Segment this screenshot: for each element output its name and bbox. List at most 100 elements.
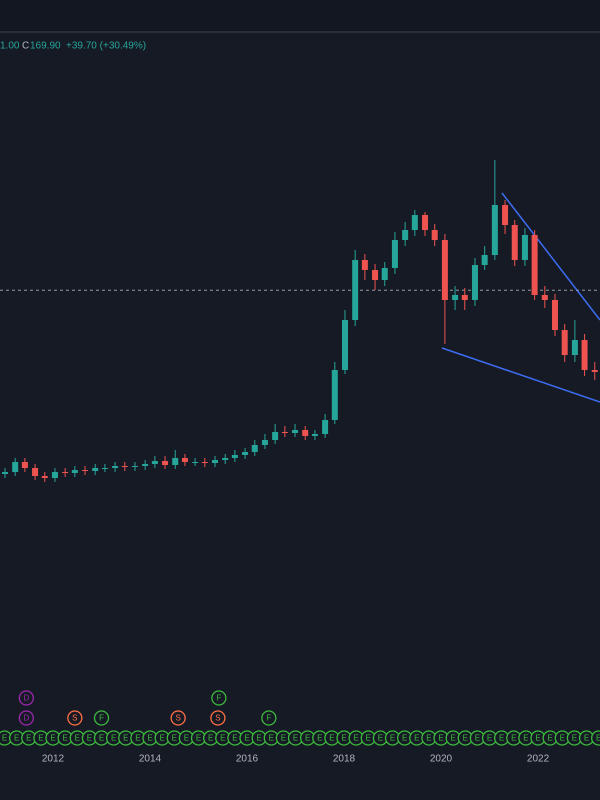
event-label: E [511, 734, 516, 743]
event-marker: S [67, 710, 83, 726]
candle-body [222, 458, 229, 460]
x-tick-label: 2016 [236, 754, 259, 765]
event-label: E [378, 734, 383, 743]
x-tick-label: 2022 [527, 754, 550, 765]
event-marker: E [481, 730, 498, 746]
candle-body [32, 468, 39, 476]
event-circle [67, 710, 83, 726]
candle-body [272, 432, 279, 440]
candle-body [511, 225, 518, 260]
candle-body [331, 370, 338, 420]
event-marker: F [93, 710, 110, 726]
event-marker: E [239, 730, 255, 746]
close-value: 169.90 [30, 41, 61, 52]
event-label: F [266, 714, 271, 723]
candle-body [142, 464, 149, 466]
candle-body [481, 255, 488, 265]
candle-body [172, 458, 179, 465]
candle-body [1, 472, 8, 474]
event-label: E [366, 734, 371, 743]
event-label: E [184, 734, 189, 743]
event-marker: E [336, 730, 352, 746]
event-label: E [353, 734, 358, 743]
candle-body [51, 472, 58, 478]
event-label: E [75, 734, 80, 743]
event-label: E [256, 734, 261, 743]
event-label: E [487, 734, 492, 743]
x-tick-label: 2014 [139, 754, 162, 765]
event-label: D [23, 714, 29, 723]
candle-body [121, 466, 128, 467]
event-label: E [50, 734, 55, 743]
event-label: E [560, 734, 565, 743]
event-label: E [390, 734, 395, 743]
event-label: F [99, 714, 104, 723]
event-marker: S [170, 710, 186, 726]
event-label: E [172, 734, 177, 743]
event-label: E [438, 734, 443, 743]
event-circle [18, 690, 34, 706]
candle-body [12, 462, 19, 472]
candle-body [162, 461, 169, 465]
event-label: E [596, 734, 600, 743]
event-marker: E [154, 730, 170, 746]
candle-body [131, 466, 138, 467]
candle-body [441, 240, 448, 300]
event-label: E [305, 734, 310, 743]
candle-body [302, 430, 309, 436]
event-marker: E [566, 730, 583, 746]
event-label: E [293, 734, 298, 743]
event-marker: S [210, 710, 226, 726]
x-tick-label: 2020 [430, 754, 453, 765]
candle-body [192, 462, 199, 463]
candle-body [322, 420, 329, 434]
event-label: E [535, 734, 540, 743]
candle-body [242, 452, 249, 455]
event-circle [261, 710, 277, 726]
candle-body [62, 472, 69, 473]
trend-line [441, 347, 600, 403]
event-label: E [329, 734, 334, 743]
event-label: S [215, 714, 220, 723]
event-label: E [244, 734, 249, 743]
candle-body [571, 340, 578, 355]
event-label: E [159, 734, 164, 743]
event-label: E [414, 734, 419, 743]
event-label: E [463, 734, 468, 743]
candle-body [591, 370, 598, 372]
ohlc-partial: 1.00 [0, 41, 20, 52]
event-marker: E [590, 730, 600, 746]
event-marker: E [190, 730, 207, 746]
event-label: E [123, 734, 128, 743]
event-label: E [426, 734, 431, 743]
candle-body [561, 330, 568, 355]
event-label: E [196, 734, 201, 743]
close-label: C [22, 41, 29, 52]
event-label: E [572, 734, 577, 743]
event-label: E [317, 734, 322, 743]
candle-body [201, 462, 208, 463]
candle-body [581, 340, 588, 370]
event-marker: E [421, 730, 437, 746]
event-label: E [38, 734, 43, 743]
candle-body [521, 235, 528, 260]
event-marker: E [348, 730, 364, 746]
event-label: E [208, 734, 213, 743]
event-label: E [269, 734, 274, 743]
candle-body [311, 434, 318, 436]
event-marker: E [469, 730, 486, 746]
candle-body [292, 430, 299, 433]
candle-body [251, 445, 258, 452]
candle-body [92, 468, 99, 471]
event-label: E [14, 734, 19, 743]
candle-body [21, 462, 28, 468]
candle-body [411, 215, 418, 230]
event-marker: F [261, 710, 277, 726]
candle-body [261, 440, 268, 445]
candle-body [82, 470, 89, 471]
x-tick-label: 2012 [42, 754, 65, 765]
candle-body [491, 205, 498, 255]
event-label: E [99, 734, 104, 743]
event-label: S [175, 714, 180, 723]
event-marker: D [18, 710, 34, 726]
